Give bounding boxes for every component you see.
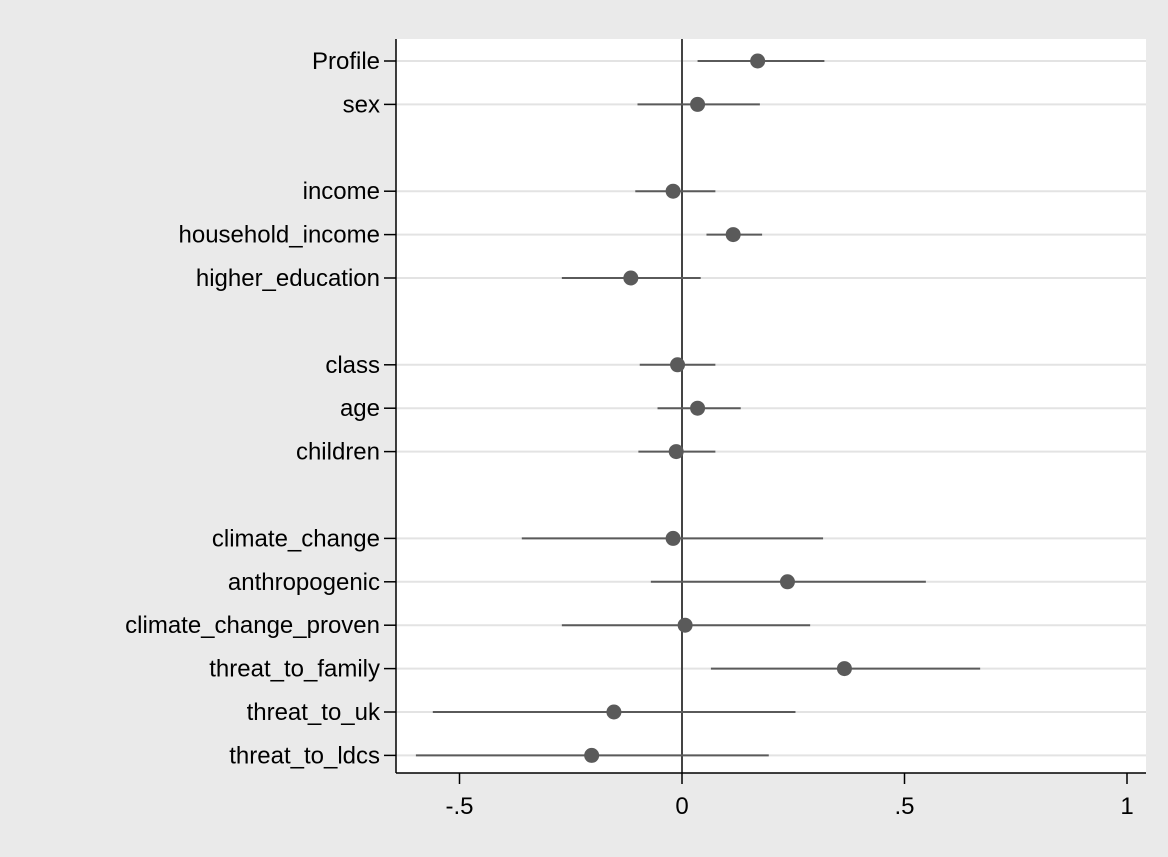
point-estimates — [584, 53, 852, 763]
point-estimate — [690, 96, 706, 112]
point-estimate — [836, 661, 852, 677]
y-axis-label: threat_to_family — [209, 656, 380, 683]
point-estimate — [665, 530, 681, 546]
plot-region — [396, 39, 1146, 773]
point-estimate — [606, 704, 622, 720]
axes — [384, 39, 1146, 774]
point-estimate — [725, 227, 741, 243]
point-estimate — [690, 400, 706, 416]
y-axis-labels: Profile sex income household_income higher_e… — [125, 48, 381, 769]
y-axis-label: anthropogenic — [228, 569, 380, 596]
point-estimate — [670, 357, 686, 373]
point-estimate — [623, 270, 639, 286]
y-axis-label: children — [296, 439, 380, 466]
y-axis-label: income — [303, 178, 380, 205]
point-estimate — [677, 617, 693, 633]
x-tick-label: -.5 — [445, 793, 473, 820]
y-axis-label: household_income — [179, 222, 380, 249]
y-axis-label: sex — [343, 91, 380, 118]
x-axis-ticks: -.5 0 .5 1 — [445, 773, 1134, 820]
point-estimate — [750, 53, 766, 69]
y-axis-label: climate_change — [212, 525, 380, 552]
y-axis-label: age — [340, 395, 380, 422]
point-estimate — [665, 183, 681, 199]
y-axis-label: class — [325, 352, 380, 379]
y-axis-label: Profile — [312, 48, 380, 75]
x-tick-label: .5 — [894, 793, 914, 820]
y-axis-label: higher_education — [196, 265, 380, 292]
x-tick-label: 0 — [675, 793, 688, 820]
x-tick-label: 1 — [1120, 793, 1133, 820]
y-axis-label: threat_to_uk — [247, 699, 381, 726]
y-axis-label: threat_to_ldcs — [229, 742, 380, 769]
point-estimate — [779, 574, 795, 590]
point-estimate — [584, 747, 600, 763]
y-axis-label: climate_change_proven — [125, 612, 380, 639]
point-estimate — [668, 444, 684, 460]
